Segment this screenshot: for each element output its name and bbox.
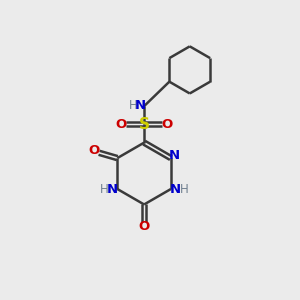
Text: H: H [179, 183, 188, 196]
Text: O: O [89, 144, 100, 157]
Text: O: O [162, 118, 173, 131]
Text: N: N [135, 99, 146, 112]
Text: S: S [139, 117, 150, 132]
Text: N: N [170, 183, 181, 196]
Text: H: H [100, 183, 109, 196]
Text: N: N [107, 183, 118, 196]
Text: O: O [115, 118, 127, 131]
Text: O: O [139, 220, 150, 233]
Text: N: N [169, 149, 180, 162]
Text: H: H [128, 99, 137, 112]
